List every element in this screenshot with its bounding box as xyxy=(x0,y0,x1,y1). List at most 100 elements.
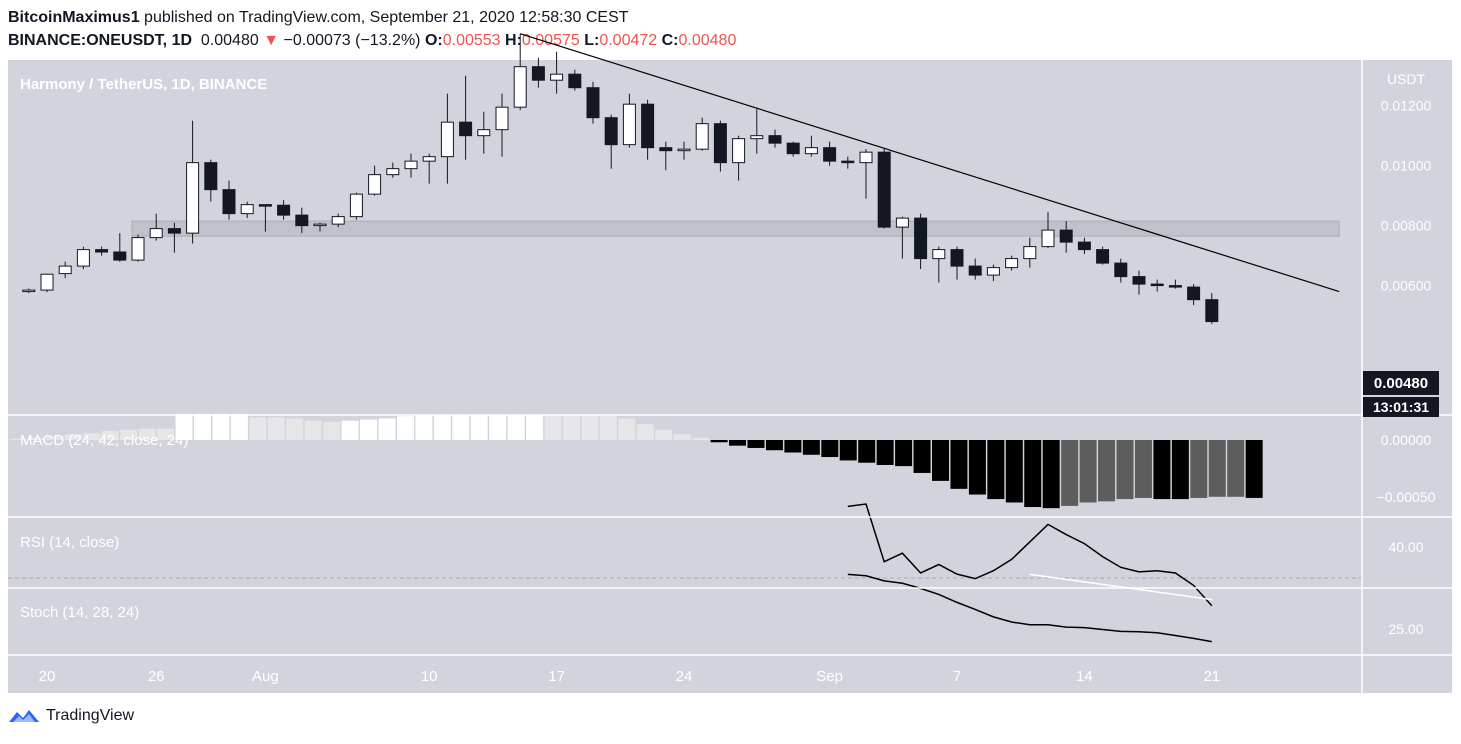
candle-body xyxy=(932,249,946,260)
macd-bar xyxy=(489,415,507,440)
time-tick-label: 17 xyxy=(548,668,565,685)
candle-body xyxy=(58,265,72,275)
candle xyxy=(422,153,436,184)
candle xyxy=(313,222,327,232)
macd-bar xyxy=(765,440,783,451)
candle-body xyxy=(22,289,36,293)
last-price-badge xyxy=(1363,371,1439,395)
candle xyxy=(550,51,564,94)
candle-body xyxy=(277,204,291,216)
macd-bar xyxy=(157,428,175,440)
candle xyxy=(40,273,54,293)
candle-body xyxy=(495,106,509,131)
macd-bar xyxy=(692,437,710,440)
candle-body xyxy=(386,168,400,176)
stoch-group xyxy=(847,573,1212,643)
macd-bar xyxy=(212,413,230,440)
candle xyxy=(459,75,473,160)
macd-bar xyxy=(747,440,765,448)
macd-bar xyxy=(249,417,267,440)
time-tick-label: 24 xyxy=(676,668,693,685)
candle xyxy=(732,135,746,181)
candle xyxy=(604,114,618,169)
price-badges: 0.00480 13:01:31 xyxy=(1363,371,1439,417)
author-name[interactable]: BitcoinMaximus1 xyxy=(8,9,140,26)
candle xyxy=(568,69,582,91)
candle-body xyxy=(1096,249,1110,264)
candle-body xyxy=(349,193,363,218)
candle-body xyxy=(459,121,473,137)
macd-bar xyxy=(1134,440,1152,498)
tradingview-footer[interactable]: TradingView xyxy=(8,707,134,725)
macd-bar xyxy=(194,413,211,440)
candle xyxy=(513,33,527,111)
candle xyxy=(295,207,309,234)
candle-body xyxy=(222,189,236,215)
high-label: H: xyxy=(505,32,522,49)
candle-body xyxy=(713,123,727,164)
candle xyxy=(895,216,909,259)
chart-header: BitcoinMaximus1 published on TradingView… xyxy=(8,6,1448,52)
low-value: 0.00472 xyxy=(599,32,658,49)
candle-body xyxy=(768,135,782,144)
candle xyxy=(349,192,363,220)
support-zone-group xyxy=(131,220,1340,237)
candle-body xyxy=(1077,241,1091,251)
macd-bar xyxy=(618,418,636,440)
candle xyxy=(677,141,691,160)
candle xyxy=(1096,246,1110,265)
candle xyxy=(695,117,709,151)
candle xyxy=(932,246,946,283)
candle xyxy=(713,120,727,172)
rsi-pane-title: RSI (14, close) xyxy=(20,534,119,551)
last-price-label: 0.00480 xyxy=(1374,375,1428,392)
macd-bar xyxy=(323,421,341,440)
macd-bar xyxy=(1153,440,1171,500)
candle-body xyxy=(1132,276,1146,285)
candle xyxy=(58,261,72,279)
macd-bar xyxy=(341,420,359,440)
stoch-d-line xyxy=(1029,573,1212,601)
candle-body xyxy=(113,251,127,261)
candle xyxy=(877,147,891,229)
countdown-badge xyxy=(1363,397,1439,417)
macd-bar xyxy=(599,416,617,440)
candle-body xyxy=(204,162,218,191)
candle xyxy=(277,200,291,220)
candle xyxy=(750,108,764,154)
macd-bar xyxy=(913,440,931,473)
candle xyxy=(586,81,600,124)
macd-bar xyxy=(1079,440,1097,503)
pane-separators xyxy=(8,60,1452,693)
candle-body xyxy=(695,123,709,150)
time-axis: 20 26 Aug 10 17 24 Sep 7 14 21 xyxy=(39,668,1220,685)
countdown-label: 13:01:31 xyxy=(1373,399,1429,415)
macd-tick-label: 0.00000 xyxy=(1381,432,1432,448)
macd-bar xyxy=(876,440,894,465)
macd-bar xyxy=(304,420,322,440)
candle xyxy=(1187,284,1201,306)
macd-bar xyxy=(230,413,248,440)
macd-bar xyxy=(286,418,304,440)
candle xyxy=(804,135,818,157)
macd-bar xyxy=(101,430,119,440)
stoch-pane-title: Stoch (14, 28, 24) xyxy=(20,604,139,621)
macd-bar xyxy=(1171,440,1189,500)
current-price: 0.00480 xyxy=(200,32,259,49)
candle-body xyxy=(513,66,527,108)
candle xyxy=(368,165,382,196)
price-tick-label: 0.01000 xyxy=(1381,158,1432,174)
candle xyxy=(95,246,109,256)
candle xyxy=(258,204,272,232)
candle-body xyxy=(76,249,90,267)
candle xyxy=(386,162,400,178)
candle-body xyxy=(568,73,582,89)
publish-line: BitcoinMaximus1 published on TradingView… xyxy=(8,6,1448,29)
candle xyxy=(1114,258,1128,283)
macd-bar xyxy=(27,437,45,440)
main-pane-title: Harmony / TetherUS, 1D, BINANCE xyxy=(20,76,267,93)
candle xyxy=(222,180,236,220)
candle xyxy=(1005,255,1019,271)
candle-body xyxy=(841,160,855,164)
